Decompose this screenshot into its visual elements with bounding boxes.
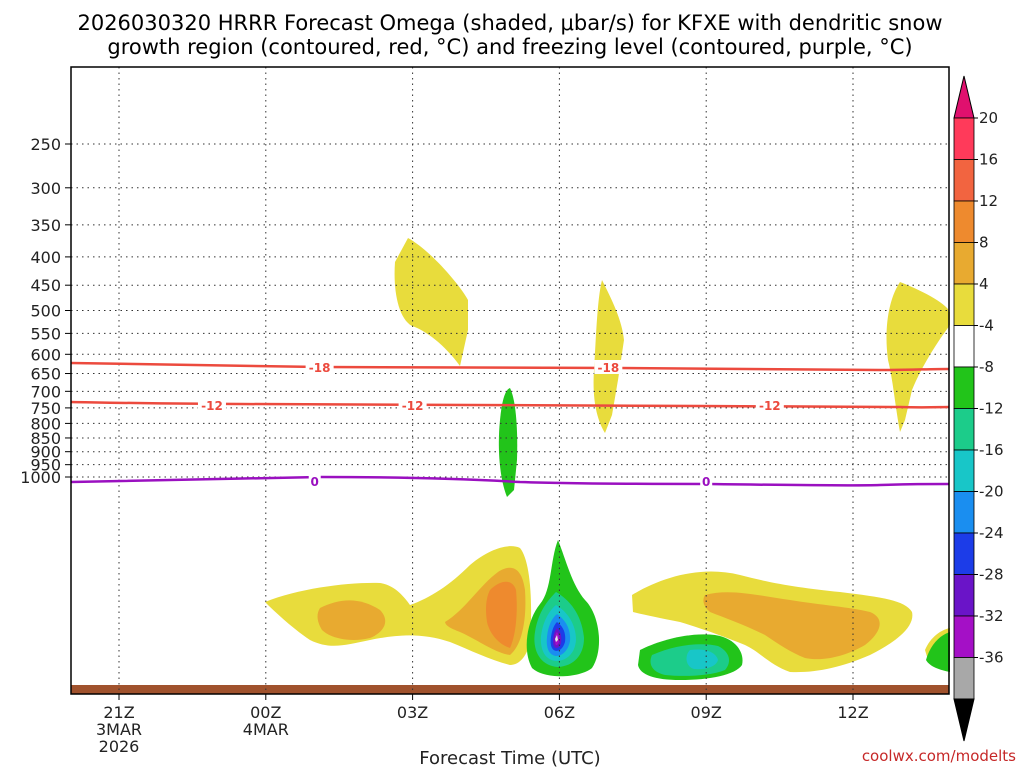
omega-negative-area bbox=[926, 632, 950, 672]
contour-labels: -18 -18 -12 -12 -12 0 0 bbox=[197, 360, 784, 489]
colorbar-swatch bbox=[953, 615, 975, 658]
x-tick-label: 4MAR bbox=[243, 720, 289, 739]
y-tick-label: 750 bbox=[30, 399, 61, 418]
colorbar-swatch bbox=[953, 283, 975, 326]
y-tick-label: 550 bbox=[30, 324, 61, 343]
colorbar-label: -24 bbox=[979, 524, 1004, 542]
omega-negative-area bbox=[498, 388, 518, 497]
dgz-minus12-label: -12 bbox=[201, 399, 223, 413]
dgz-minus18-label: -18 bbox=[309, 361, 331, 375]
colorbar-label: -16 bbox=[979, 441, 1004, 459]
colorbar-label: 16 bbox=[979, 151, 998, 169]
y-tick-label: 500 bbox=[30, 302, 61, 321]
colorbar-swatch bbox=[953, 325, 975, 368]
dgz-minus18-label-bg bbox=[594, 360, 623, 374]
x-tick-label: 12Z bbox=[837, 703, 868, 722]
dgz-minus12-label-bg bbox=[197, 398, 226, 412]
omega-negative-area bbox=[555, 635, 558, 642]
x-axis-title: Forecast Time (UTC) bbox=[419, 748, 600, 768]
colorbar-bottom-arrow bbox=[953, 698, 975, 742]
dgz-minus18-contour bbox=[70, 361, 950, 372]
y-axis-labels: 2503003504004505005506006507007508008509… bbox=[20, 135, 71, 487]
colorbar-swatch bbox=[953, 408, 975, 451]
colorbar-top-arrow bbox=[953, 75, 975, 119]
freezing-level-contour bbox=[70, 475, 950, 487]
y-tick-label: 1000 bbox=[20, 468, 61, 487]
colorbar-swatch bbox=[953, 242, 975, 285]
ground-terrain-bar bbox=[71, 685, 949, 694]
omega-shading bbox=[265, 238, 950, 680]
colorbar-swatch bbox=[953, 200, 975, 243]
colorbar-swatch bbox=[953, 117, 975, 160]
dgz-minus18-label-bg bbox=[305, 360, 334, 374]
colorbar-label: -20 bbox=[979, 483, 1004, 501]
dgz-minus12-label: -12 bbox=[402, 399, 424, 413]
colorbar-swatch bbox=[953, 159, 975, 202]
y-tick-label: 400 bbox=[30, 248, 61, 267]
y-tick-label: 850 bbox=[30, 429, 61, 448]
y-tick-label: 300 bbox=[30, 179, 61, 198]
colorbar-label: 8 bbox=[979, 234, 989, 252]
colorbar-label: -36 bbox=[979, 649, 1004, 667]
gridlines bbox=[71, 67, 949, 694]
colorbar-label: -8 bbox=[979, 358, 994, 376]
freezing-level-label: 0 bbox=[311, 475, 319, 489]
chart-title-line-1: 2026030320 HRRR Forecast Omega (shaded, … bbox=[77, 11, 942, 35]
dgz-minus18-label: -18 bbox=[597, 361, 619, 375]
x-tick-label: 03Z bbox=[397, 703, 428, 722]
omega-positive-area bbox=[394, 238, 468, 366]
y-tick-label: 450 bbox=[30, 276, 61, 295]
chart-title-line-2: growth region (contoured, red, °C) and f… bbox=[107, 35, 912, 59]
x-tick-label: 06Z bbox=[544, 703, 575, 722]
y-tick-label: 650 bbox=[30, 365, 61, 384]
y-tick-label: 700 bbox=[30, 382, 61, 401]
colorbar-swatch bbox=[953, 657, 975, 700]
colorbar-label: -28 bbox=[979, 566, 1004, 584]
dgz-minus12-label-bg bbox=[398, 398, 427, 412]
colorbar-label: -4 bbox=[979, 317, 994, 335]
y-tick-label: 350 bbox=[30, 216, 61, 235]
y-tick-label: 600 bbox=[30, 345, 61, 364]
omega-positive-area bbox=[317, 600, 386, 641]
x-tick-label: 2026 bbox=[99, 737, 140, 756]
colorbar-swatch bbox=[953, 532, 975, 575]
colorbar-label: 12 bbox=[979, 192, 998, 210]
omega-negative-area bbox=[686, 649, 718, 670]
colorbar-label: 4 bbox=[979, 275, 989, 293]
x-tick-label: 21Z bbox=[103, 703, 134, 722]
omega-positive-area bbox=[593, 280, 624, 433]
colorbar-swatch bbox=[953, 449, 975, 492]
colorbar-swatch bbox=[953, 491, 975, 534]
colorbar-swatch bbox=[953, 366, 975, 409]
omega-positive-area bbox=[703, 592, 880, 660]
dgz-minus12-label-bg bbox=[755, 398, 784, 412]
plot-frame bbox=[70, 66, 950, 695]
x-tick-label: 00Z bbox=[250, 703, 281, 722]
omega-positive-area bbox=[486, 581, 517, 648]
y-tick-label: 800 bbox=[30, 414, 61, 433]
colorbar-label: -32 bbox=[979, 607, 1004, 625]
freezing-level-label-bg bbox=[308, 474, 321, 488]
dgz-minus12-label: -12 bbox=[759, 399, 781, 413]
colorbar-swatch bbox=[953, 574, 975, 617]
freezing-level-label-bg bbox=[700, 474, 713, 488]
x-tick-label: 09Z bbox=[691, 703, 722, 722]
y-tick-label: 900 bbox=[30, 443, 61, 462]
colorbar-label: 20 bbox=[979, 109, 998, 127]
y-tick-label: 250 bbox=[30, 135, 61, 154]
x-tick-label: 3MAR bbox=[96, 720, 142, 739]
freezing-level-label: 0 bbox=[702, 475, 710, 489]
y-tick-label: 950 bbox=[30, 456, 61, 475]
colorbar-label: -12 bbox=[979, 400, 1004, 418]
omega-positive-area bbox=[886, 282, 950, 432]
credit-text: coolwx.com/modelts bbox=[862, 747, 1016, 765]
colorbar: 20 16 12 8 4 -4 -8 -12 -16 -20 -24 -28 -32 -36 bbox=[953, 75, 1004, 742]
